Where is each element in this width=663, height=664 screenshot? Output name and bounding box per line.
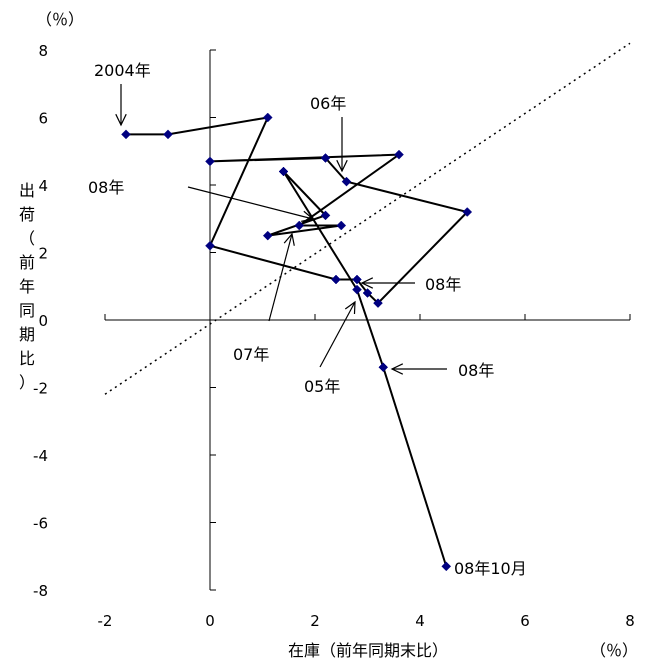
data-point <box>394 149 404 160</box>
y-axis-label-char: 同 <box>19 301 35 320</box>
annotation-arrowhead <box>360 277 374 289</box>
annotation-arrow <box>187 186 314 220</box>
annotation-arrow <box>268 233 293 322</box>
data-point <box>278 166 289 177</box>
data-point <box>163 129 173 140</box>
annotation-label: 2004年 <box>94 61 151 80</box>
data-point <box>441 561 452 572</box>
y-tick-label: 6 <box>38 110 48 128</box>
y-tick-label: 2 <box>38 245 48 263</box>
annotation-arrowhead <box>390 363 404 375</box>
x-tick-label: -2 <box>98 612 113 630</box>
data-point <box>331 274 341 285</box>
annotation-arrowhead <box>115 113 127 127</box>
x-tick-label: 0 <box>205 612 215 630</box>
annotation-arrowhead <box>283 232 295 246</box>
annotation-arrowhead <box>336 159 348 173</box>
y-tick-label: -2 <box>33 380 48 398</box>
data-point <box>462 207 473 217</box>
annotation-label: 06年 <box>310 94 346 113</box>
y-axis-label-char: （ <box>19 229 35 248</box>
reference-line <box>104 42 631 395</box>
x-unit-label: （％） <box>590 641 638 660</box>
annotation-label: 08年 <box>88 178 124 197</box>
data-point <box>320 210 331 221</box>
data-point <box>341 176 352 187</box>
data-point <box>378 362 389 373</box>
annotation-arrowhead <box>344 300 356 315</box>
y-tick-label: 8 <box>38 42 48 60</box>
y-axis-label-char: 荷 <box>19 205 35 224</box>
data-point <box>205 240 215 251</box>
series-markers <box>121 112 473 572</box>
annotation-label: 08年 <box>425 275 461 294</box>
annotations: 2004年 06年 08年 07年 05年 08年 08年 08年10月 <box>88 61 527 578</box>
data-point <box>294 220 305 231</box>
x-tick-label: 2 <box>310 612 320 630</box>
x-tick-label: 6 <box>520 612 530 630</box>
annotation-label: 08年10月 <box>454 559 527 578</box>
annotation-arrowhead <box>301 210 315 222</box>
data-point <box>336 220 347 231</box>
y-axis-label-char: 比 <box>19 349 35 368</box>
y-tick-label: 4 <box>38 177 48 195</box>
y-tick-label: -6 <box>33 515 48 533</box>
series-line <box>126 116 470 567</box>
annotation-arrow <box>319 301 356 368</box>
data-point <box>320 153 331 163</box>
y-axis-label-char: 期 <box>19 325 35 344</box>
x-tick-label: 4 <box>415 612 425 630</box>
annotation-label: 07年 <box>233 345 269 364</box>
y-tick-label: -4 <box>33 447 48 465</box>
data-point <box>373 298 383 308</box>
annotation-label: 08年 <box>458 361 494 380</box>
data-point <box>205 156 215 167</box>
y-tick-label: -8 <box>33 582 48 600</box>
data-point <box>262 112 273 123</box>
data-point <box>121 129 131 140</box>
data-point <box>352 274 362 285</box>
y-unit-label: （％） <box>36 10 84 29</box>
data-point <box>362 288 373 298</box>
y-axis-label-char: ） <box>19 373 35 392</box>
tick-labels: -2 0 2 4 6 8 8 6 4 2 0 -2 -4 -6 -8 <box>33 42 635 630</box>
y-axis-label-char: 前 <box>19 253 35 272</box>
annotation-label: 05年 <box>304 377 340 396</box>
data-point <box>352 284 362 295</box>
x-tick-label: 8 <box>625 612 635 630</box>
x-axis-label: 在庫（前年同期末比） <box>288 641 448 660</box>
y-tick-label: 0 <box>38 312 48 330</box>
y-axis-label-char: 出 <box>19 181 35 200</box>
y-axis-label-char: 年 <box>19 277 35 296</box>
data-point <box>262 230 273 241</box>
